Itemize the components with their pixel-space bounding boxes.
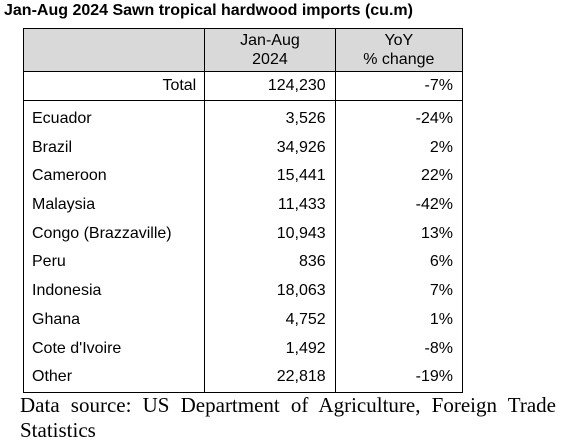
total-volume: 124,230 — [204, 71, 336, 101]
yoy-value: 22% — [420, 167, 453, 185]
country-name: Other — [32, 368, 73, 386]
country-name: Brazil — [32, 138, 73, 156]
total-label: Total — [22, 71, 206, 101]
total-yoy: -7% — [334, 71, 464, 101]
data-source-note: Data source: US Department of Agricultur… — [20, 393, 556, 442]
country-name: Cameroon — [32, 167, 107, 185]
column-header-jan-aug-line1: Jan-Aug — [240, 32, 300, 49]
volume-column: 3,526 34,926 15,441 11,433 10,943 836 18… — [204, 100, 336, 393]
volume-value: 10,943 — [276, 224, 326, 242]
volume-value: 3,526 — [285, 110, 326, 127]
country-name: Ghana — [32, 310, 81, 328]
volume-value: 22,818 — [276, 368, 326, 386]
total-row: Total 124,230 -7% — [22, 71, 464, 101]
country-name: Ecuador — [32, 110, 92, 127]
header-row: Jan-Aug 2024 YoY % change — [22, 28, 464, 72]
yoy-value: 7% — [429, 282, 453, 300]
table-title: Jan-Aug 2024 Sawn tropical hardwood impo… — [4, 2, 413, 19]
country-name: Malaysia — [32, 196, 96, 214]
volume-value: 15,441 — [276, 167, 326, 185]
yoy-value: -19% — [415, 368, 453, 386]
column-header-jan-aug-line2: 2024 — [252, 51, 288, 68]
volume-value: 11,433 — [277, 196, 326, 214]
yoy-value: -42% — [415, 196, 453, 214]
volume-value: 4,752 — [285, 310, 326, 328]
country-name: Peru — [32, 253, 66, 271]
country-name: Congo (Brazzaville) — [32, 224, 172, 242]
header-corner-cell — [22, 28, 206, 72]
imports-table: Jan-Aug 2024 YoY % change Total 124,230 … — [22, 28, 464, 393]
country-name: Cote d'Ivoire — [32, 339, 122, 357]
yoy-value: 6% — [429, 253, 453, 271]
yoy-value: -8% — [424, 339, 453, 357]
yoy-value: 2% — [429, 138, 453, 156]
country-rows: Ecuador Brazil Cameroon Malaysia Congo (… — [22, 100, 464, 393]
column-header-jan-aug: Jan-Aug 2024 — [204, 28, 336, 72]
yoy-value: 1% — [429, 310, 453, 328]
volume-value: 34,926 — [276, 138, 326, 156]
column-header-yoy-line1: YoY — [384, 32, 414, 49]
volume-value: 18,063 — [276, 282, 326, 300]
volume-value: 836 — [298, 253, 326, 271]
column-header-yoy: YoY % change — [334, 28, 464, 72]
country-column: Ecuador Brazil Cameroon Malaysia Congo (… — [22, 100, 206, 393]
country-name: Indonesia — [32, 282, 102, 300]
column-header-yoy-line2: % change — [363, 51, 435, 68]
yoy-value: 13% — [420, 224, 453, 242]
yoy-value: -24% — [415, 110, 453, 127]
yoy-column: -24% 2% 22% -42% 13% 6% 7% 1% -8% -19% — [334, 100, 464, 393]
volume-value: 1,492 — [285, 339, 326, 357]
